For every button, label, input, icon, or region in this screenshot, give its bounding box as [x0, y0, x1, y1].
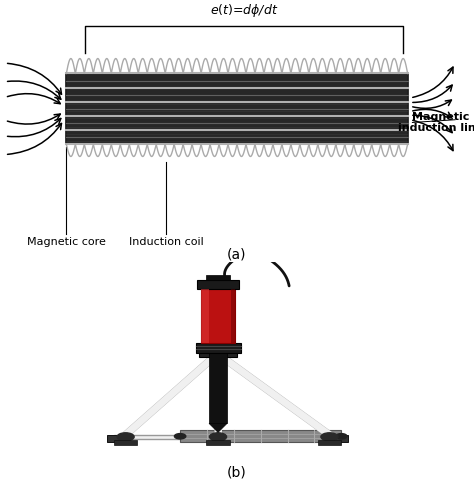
- Polygon shape: [209, 423, 227, 433]
- Text: (b): (b): [227, 465, 247, 479]
- Bar: [66, 73, 408, 144]
- Text: (a): (a): [227, 247, 247, 261]
- Bar: [201, 289, 209, 343]
- Circle shape: [174, 434, 186, 439]
- Circle shape: [210, 433, 227, 441]
- Bar: [209, 353, 227, 423]
- Circle shape: [321, 433, 338, 441]
- Bar: [197, 280, 239, 289]
- Bar: [206, 440, 230, 445]
- Bar: [107, 435, 121, 442]
- Bar: [201, 289, 235, 343]
- Bar: [334, 435, 348, 442]
- Circle shape: [212, 438, 224, 444]
- Bar: [180, 430, 341, 442]
- Bar: [195, 343, 240, 353]
- Text: Induction coil: Induction coil: [128, 237, 203, 247]
- Circle shape: [117, 433, 134, 441]
- Bar: [206, 275, 230, 280]
- Text: Magnetic core: Magnetic core: [27, 237, 106, 247]
- Bar: [114, 435, 341, 439]
- Text: $e(t)$=d$\phi$/d$t$: $e(t)$=d$\phi$/d$t$: [210, 2, 278, 19]
- Text: Magnetic
induction line: Magnetic induction line: [398, 112, 474, 133]
- Circle shape: [336, 434, 347, 439]
- Bar: [231, 289, 235, 343]
- Bar: [318, 440, 341, 445]
- Bar: [199, 348, 237, 358]
- Bar: [114, 440, 137, 445]
